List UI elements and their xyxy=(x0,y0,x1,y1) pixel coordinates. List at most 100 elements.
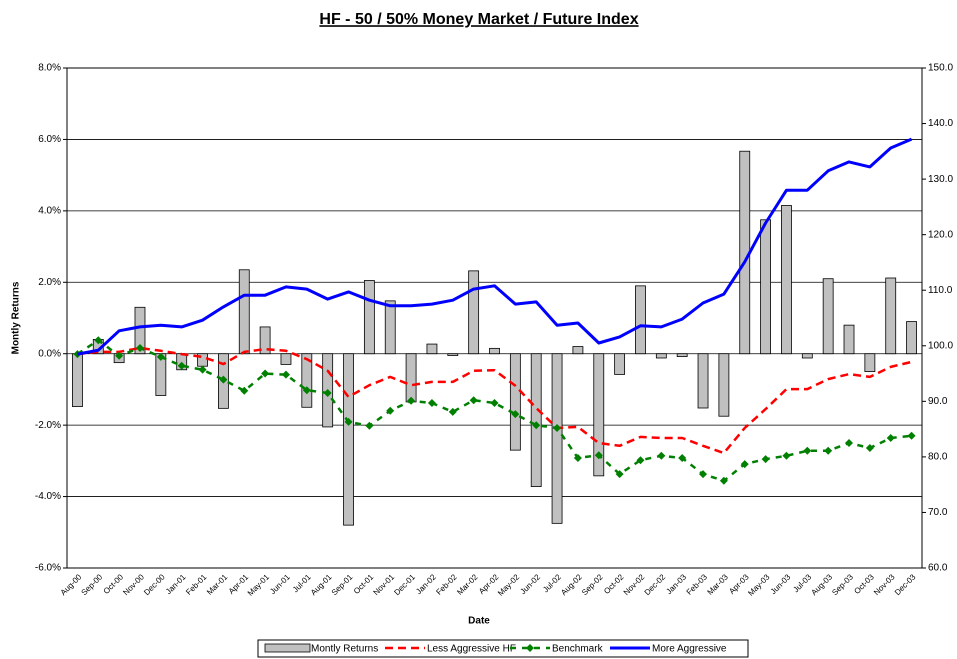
x-tick-label: Sep-01 xyxy=(330,572,355,597)
x-tick-label: Jun-01 xyxy=(268,572,292,596)
marker xyxy=(886,434,895,442)
marker xyxy=(427,399,436,407)
bar xyxy=(906,321,917,355)
bar xyxy=(509,353,521,451)
x-tick-label: Jan-01 xyxy=(164,572,188,596)
x-tick-label: Nov-00 xyxy=(121,572,146,597)
marker xyxy=(281,370,290,379)
bar xyxy=(343,353,354,526)
marker xyxy=(261,369,270,378)
marker xyxy=(845,439,854,447)
marker xyxy=(532,421,541,430)
marker xyxy=(824,446,833,455)
y-tick-label: -6.0% xyxy=(35,563,61,574)
x-tick-label: Feb-03 xyxy=(685,572,710,597)
bar xyxy=(822,278,834,355)
marker xyxy=(365,421,374,430)
bar xyxy=(781,205,792,355)
marker xyxy=(386,406,395,415)
x-tick-label: Dec-00 xyxy=(142,572,167,597)
marker xyxy=(636,456,645,465)
bar xyxy=(551,353,563,524)
y-axis-label: Montly Returns xyxy=(11,281,22,354)
legend-marker xyxy=(526,644,534,652)
legend-label: Less Aggressive HF xyxy=(427,644,516,655)
x-tick-label: May-01 xyxy=(246,572,272,598)
marker xyxy=(865,444,874,452)
y2-tick-label: 80.0 xyxy=(928,452,948,463)
bar xyxy=(614,353,626,375)
y-tick-label: 4.0% xyxy=(38,205,61,216)
marker xyxy=(323,389,332,397)
marker xyxy=(135,344,144,352)
plot-area xyxy=(66,67,923,569)
legend-box xyxy=(257,639,749,658)
x-tick-label: May-02 xyxy=(496,572,522,598)
x-tick-label: Sep-03 xyxy=(830,572,855,597)
marker xyxy=(240,386,249,395)
y2-tick-label: 100.0 xyxy=(928,340,953,351)
marker xyxy=(719,476,728,485)
marker xyxy=(198,365,207,374)
x-tick-label: Feb-01 xyxy=(184,572,209,597)
x-tick-label: Nov-02 xyxy=(622,572,647,597)
marker xyxy=(782,451,791,460)
marker xyxy=(344,417,353,426)
y-tick-label: 6.0% xyxy=(38,134,61,145)
y2-tick-label: 90.0 xyxy=(928,396,948,407)
x-tick-label: Aug-01 xyxy=(309,572,334,597)
marker xyxy=(448,407,457,416)
marker xyxy=(156,352,165,361)
marker xyxy=(699,470,708,479)
x-tick-label: Dec-03 xyxy=(893,572,918,597)
x-tick-label: Jun-02 xyxy=(518,572,542,596)
marker xyxy=(678,454,687,462)
x-tick-label: Jan-02 xyxy=(414,572,438,596)
x-tick-label: Mar-03 xyxy=(706,572,731,597)
bar xyxy=(801,353,813,359)
marker xyxy=(761,455,770,464)
bar xyxy=(864,353,876,372)
marker xyxy=(302,386,311,395)
bar xyxy=(760,219,771,355)
x-tick-label: Sep-00 xyxy=(80,572,105,597)
bar xyxy=(363,280,375,355)
bar xyxy=(426,343,438,355)
bar xyxy=(572,346,584,355)
legend-label: Benchmark xyxy=(552,644,604,655)
bar xyxy=(447,353,459,356)
y2-tick-label: 60.0 xyxy=(928,563,948,574)
marker xyxy=(594,451,603,460)
chart-title: HF - 50 / 50% Money Market / Future Inde… xyxy=(319,11,638,28)
y-tick-label: -4.0% xyxy=(35,491,61,502)
x-tick-label: May-03 xyxy=(746,572,772,598)
bar xyxy=(489,347,500,355)
bar xyxy=(259,326,271,355)
line-series xyxy=(77,137,913,356)
marker xyxy=(740,460,749,469)
bar xyxy=(405,353,417,403)
bar xyxy=(885,277,897,355)
bar xyxy=(468,270,480,355)
x-tick-label: Mar-02 xyxy=(455,572,480,597)
bar xyxy=(655,353,667,359)
bar xyxy=(697,353,709,409)
marker xyxy=(657,451,666,460)
y2-tick-label: 110.0 xyxy=(928,285,953,296)
bar xyxy=(635,285,646,355)
x-tick-label: Feb-02 xyxy=(434,572,459,597)
bar xyxy=(384,300,396,355)
marker xyxy=(469,396,478,405)
y2-tick-label: 130.0 xyxy=(928,174,953,185)
marker xyxy=(94,336,103,345)
bar xyxy=(238,269,250,355)
y2-tick-label: 140.0 xyxy=(928,118,953,129)
marker xyxy=(573,454,582,462)
x-tick-label: Mar-01 xyxy=(205,572,230,597)
y2-tick-label: 70.0 xyxy=(928,507,948,518)
x-tick-label: Sep-02 xyxy=(580,572,605,597)
y-tick-label: 8.0% xyxy=(38,63,61,74)
bar xyxy=(718,353,730,417)
marker xyxy=(803,446,812,455)
